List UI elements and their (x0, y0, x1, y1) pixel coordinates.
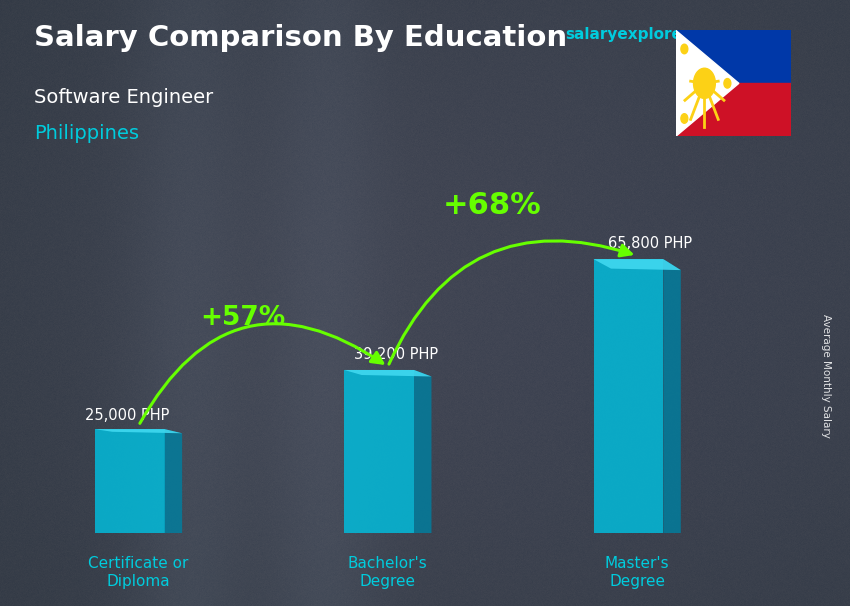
Polygon shape (344, 370, 414, 533)
Polygon shape (593, 259, 681, 270)
Text: 39,200 PHP: 39,200 PHP (354, 347, 439, 362)
Text: Salary Comparison By Education: Salary Comparison By Education (34, 24, 567, 52)
Text: Certificate or
Diploma: Certificate or Diploma (88, 556, 189, 588)
Text: salaryexplorer.com: salaryexplorer.com (565, 27, 728, 42)
Circle shape (694, 68, 716, 98)
Polygon shape (414, 370, 432, 533)
Polygon shape (95, 429, 182, 433)
Polygon shape (663, 259, 681, 533)
Text: Master's
Degree: Master's Degree (605, 556, 670, 588)
Text: +57%: +57% (201, 305, 286, 331)
Text: Philippines: Philippines (34, 124, 139, 143)
Circle shape (681, 114, 688, 123)
Circle shape (724, 79, 731, 88)
Circle shape (681, 44, 688, 54)
Text: 25,000 PHP: 25,000 PHP (85, 408, 169, 423)
Polygon shape (593, 259, 663, 533)
Text: 65,800 PHP: 65,800 PHP (609, 236, 693, 251)
Bar (676, 30, 790, 84)
Polygon shape (676, 30, 739, 136)
Text: Bachelor's
Degree: Bachelor's Degree (348, 556, 428, 588)
Polygon shape (165, 429, 182, 533)
Text: Software Engineer: Software Engineer (34, 88, 213, 107)
Text: +68%: +68% (443, 191, 542, 221)
Polygon shape (95, 429, 165, 533)
Polygon shape (344, 370, 432, 376)
Text: Average Monthly Salary: Average Monthly Salary (821, 314, 831, 438)
Bar (676, 84, 790, 136)
